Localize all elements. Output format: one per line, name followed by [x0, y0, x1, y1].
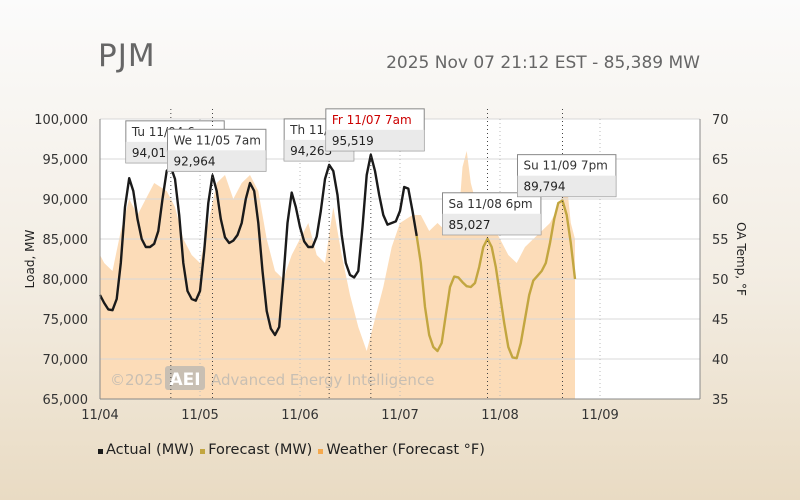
y-tick-label: 70,000: [43, 353, 89, 368]
legend-item-actual[interactable]: Actual (MW): [98, 442, 194, 458]
callout-box-shade: [167, 150, 266, 172]
actual-line: [98, 153, 418, 337]
legend-label-actual: Actual (MW): [106, 442, 195, 458]
callout-value: 89,794: [524, 180, 566, 194]
callout-value: 95,519: [332, 134, 374, 148]
callout: Su 11/09 7pm 89,794: [517, 109, 617, 399]
x-tick-label: 11/06: [281, 408, 318, 423]
callout-label: Sa 11/08 6pm: [449, 197, 533, 211]
legend-swatch-weather: [318, 448, 324, 454]
callout-value: 85,027: [449, 218, 491, 232]
legend-swatch-forecast: [200, 448, 206, 454]
x-tick-label: 11/07: [381, 408, 418, 423]
callout-box-shade: [517, 175, 616, 197]
y-axis-title: Load, MW: [23, 230, 37, 289]
callout-label: Su 11/09 7pm: [524, 159, 608, 173]
y-tick-label: 80,000: [43, 273, 89, 288]
x-tick-label: 11/08: [481, 408, 518, 423]
legend-swatch-actual: [98, 448, 103, 454]
y-tick-label: 65,000: [43, 393, 89, 408]
legend-item-forecast[interactable]: Forecast (MW): [200, 442, 312, 458]
y-tick-label: 85,000: [43, 233, 89, 248]
callout: Sa 11/08 6pm 85,027: [442, 109, 542, 399]
x-tick-label: 11/05: [181, 408, 218, 423]
callout-value: 92,964: [174, 154, 216, 168]
callout-value: 94,019: [132, 146, 174, 160]
watermark-copyright: ©2025: [110, 371, 163, 389]
timestamp-readout: 2025 Nov 07 21:12 EST - 85,389 MW: [386, 53, 700, 73]
legend-label-weather: Weather (Forecast °F): [326, 442, 485, 458]
callout-box-shade: [442, 213, 541, 235]
y2-tick-label: 50: [712, 273, 729, 288]
x-tick-label: 11/04: [81, 408, 118, 423]
callout-label: Fr 11/07 7am: [332, 113, 412, 127]
y2-tick-label: 60: [712, 193, 729, 208]
y-tick-label: 90,000: [43, 193, 89, 208]
callout-value: 94,263: [290, 144, 332, 158]
callout: We 11/05 7am 92,964: [167, 109, 267, 399]
y-tick-label: 95,000: [43, 153, 89, 168]
watermark-company: Advanced Energy Intelligence: [211, 371, 434, 389]
forecast-line: [415, 199, 577, 360]
y2-tick-label: 55: [712, 233, 729, 248]
y2-tick-label: 65: [712, 153, 729, 168]
y2-tick-label: 45: [712, 313, 729, 328]
y2-tick-label: 70: [712, 113, 729, 128]
legend: Actual (MW) Forecast (MW) Weather (Forec…: [98, 442, 485, 458]
legend-label-forecast: Forecast (MW): [208, 442, 313, 458]
watermark-logo: AEI: [169, 370, 200, 390]
watermark: ©2025 AEI Advanced Energy Intelligence: [110, 366, 434, 390]
callout-label: We 11/05 7am: [174, 133, 261, 147]
y2-tick-label: 35: [712, 393, 729, 408]
y2-axis-title: OA Temp, °F: [734, 222, 748, 296]
y-tick-label: 100,000: [34, 113, 88, 128]
callout-box-shade: [325, 129, 425, 151]
legend-item-weather[interactable]: Weather (Forecast °F): [318, 442, 485, 458]
chart-title: PJM: [98, 38, 156, 74]
watermark-logo-box: [165, 366, 205, 390]
x-tick-label: 11/09: [581, 408, 618, 423]
y2-tick-label: 40: [712, 353, 729, 368]
y-tick-label: 75,000: [43, 313, 89, 328]
callout: Fr 11/07 7am 95,519: [325, 108, 425, 399]
